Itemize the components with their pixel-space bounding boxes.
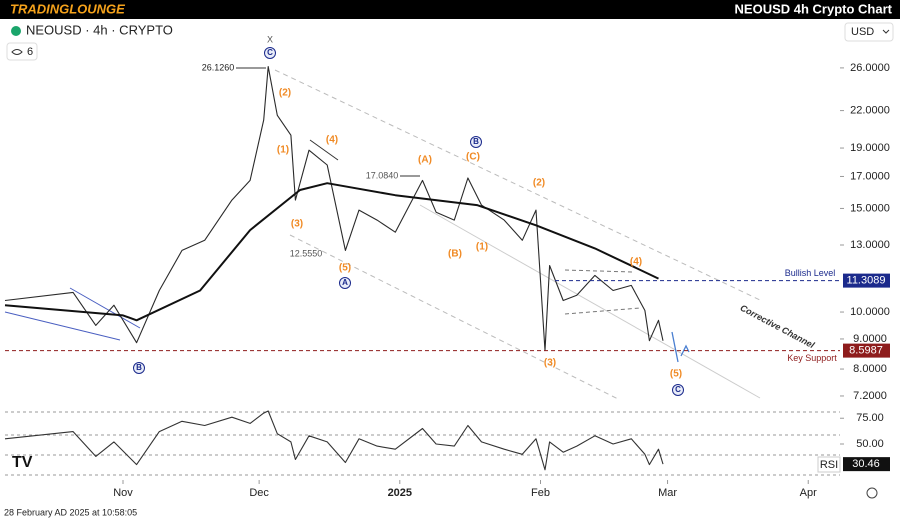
projection-arrow	[671, 331, 690, 363]
trend-line	[4, 311, 121, 341]
symbol[interactable]: NEOUSD · 4h · CRYPTO	[26, 22, 173, 37]
wave-label: (2)	[533, 178, 545, 189]
rsi-tag	[817, 456, 841, 473]
header-bar	[0, 0, 900, 19]
dropdown-arrow	[882, 29, 890, 34]
wave-label: (C)	[466, 152, 480, 163]
y-tick-label: 50.00	[856, 438, 884, 450]
rsi-title: RSI	[820, 459, 838, 471]
tv-logo: TV	[12, 454, 33, 471]
wave-label: (1)	[476, 242, 488, 253]
wave-label: (3)	[544, 358, 556, 369]
wave-circle	[264, 47, 276, 59]
y-tick-label: 19.0000	[850, 142, 890, 154]
wave-circle	[672, 384, 684, 396]
y-tick-label: 7.2000	[853, 390, 887, 402]
wave-label: (2)	[279, 88, 291, 99]
x-tick-label: Nov	[113, 487, 133, 499]
y-tick-label: 26.0000	[850, 62, 890, 74]
rsi-value: 30.46	[852, 458, 880, 470]
wave-label: (1)	[277, 145, 289, 156]
level-label: Bullish Level	[785, 268, 836, 278]
wave-label: (5)	[339, 263, 351, 274]
wave-label: 12.5550	[290, 248, 323, 258]
channel-line	[289, 234, 621, 401]
level-badge	[843, 343, 890, 358]
wave-circle	[339, 277, 351, 289]
channel-label: Corrective Channel	[739, 303, 817, 351]
trend-line	[564, 307, 641, 315]
y-tick-label: 15.0000	[850, 202, 890, 214]
wave-label: 17.0840	[366, 170, 399, 180]
wave-label: X	[267, 34, 273, 44]
header-title: NEOUSD 4h Crypto Chart	[735, 1, 893, 16]
x-tick-label: Apr	[800, 487, 817, 499]
timestamp: 28 February AD 2025 at 10:58:05	[4, 507, 137, 517]
wave-label: 26.1260	[202, 62, 235, 72]
x-tick-label: Dec	[249, 487, 269, 499]
wave-circle	[470, 136, 482, 148]
rsi-badge	[843, 457, 890, 472]
symbol-icon	[11, 26, 21, 36]
wave-label: B	[473, 137, 479, 146]
eye-icon	[11, 49, 23, 55]
series-line	[4, 182, 659, 322]
wave-label: C	[675, 385, 681, 394]
x-tick-label: Mar	[658, 487, 677, 499]
y-tick-label: 9.0000	[853, 333, 887, 345]
indicator-count: 6	[27, 46, 33, 58]
level-label: Key Support	[787, 353, 837, 363]
settings-icon[interactable]	[866, 487, 878, 499]
wave-circle	[133, 362, 145, 374]
wave-label: A	[342, 278, 348, 287]
series-line	[4, 66, 664, 352]
wave-label: C	[267, 48, 273, 57]
level-badge	[843, 273, 890, 288]
y-tick-label: 17.0000	[850, 170, 890, 182]
wave-label: (3)	[291, 219, 303, 230]
wave-label: B	[136, 363, 142, 372]
y-tick-label: 10.0000	[850, 306, 890, 318]
wave-label: (B)	[448, 249, 462, 260]
wave-label: (5)	[670, 369, 682, 380]
brand: TRADINGLOUNGE	[10, 1, 125, 16]
y-tick-label: 75.00	[856, 412, 884, 424]
y-tick-label: 8.0000	[853, 363, 887, 375]
series-line	[4, 410, 664, 471]
wave-label: (4)	[326, 135, 338, 146]
trend-line	[309, 139, 339, 161]
x-tick-label: 2025	[388, 487, 412, 499]
wave-label: (A)	[418, 155, 432, 166]
y-tick-label: 22.0000	[850, 104, 890, 116]
wave-label: (4)	[630, 257, 642, 268]
y-tick-label: 13.0000	[850, 239, 890, 251]
channel-line	[419, 204, 761, 399]
x-tick-label: Feb	[531, 487, 550, 499]
level-value: 11.3089	[847, 275, 886, 287]
level-value: 8.5987	[849, 345, 883, 357]
currency-select[interactable]	[844, 22, 894, 42]
currency: USD	[851, 26, 874, 38]
trend-line	[69, 287, 141, 329]
trend-line	[564, 269, 633, 273]
